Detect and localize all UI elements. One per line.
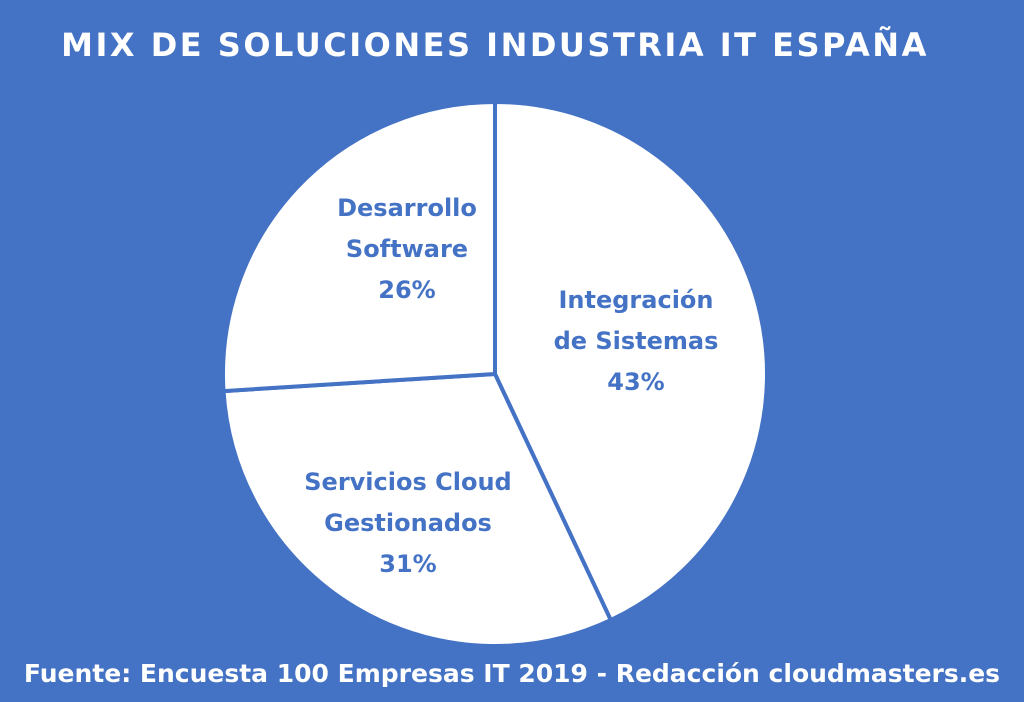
pie-category-label-servicios-cloud-gestionados: Servicios Cloud	[304, 468, 511, 496]
pie-slices	[221, 99, 769, 648]
pie-slice-servicios-cloud-gestionados	[221, 371, 614, 648]
chart-title: MIX DE SOLUCIONES INDUSTRIA IT ESPAÑA	[61, 26, 929, 64]
source-footer: Fuente: Encuesta 100 Empresas IT 2019 - …	[23, 659, 1001, 688]
pie-value-label-integracion-de-sistemas: 43%	[607, 368, 664, 396]
pie-category-label-integracion-de-sistemas: Integración	[558, 286, 713, 314]
pie-category-label-servicios-cloud-gestionados: Gestionados	[324, 509, 492, 537]
pie-slice-desarrollo-software	[221, 99, 497, 394]
pie-category-label-desarrollo-software: Software	[346, 235, 468, 263]
pie-slice-integracion-de-sistemas	[493, 99, 769, 623]
pie-value-label-desarrollo-software: 26%	[378, 276, 435, 304]
pie-category-label-desarrollo-software: Desarrollo	[337, 194, 477, 222]
pie-value-label-servicios-cloud-gestionados: 31%	[379, 550, 436, 578]
pie-category-label-integracion-de-sistemas: de Sistemas	[554, 327, 719, 355]
pie-labels: Integración de Sistemas 43% Servicios Cloud…	[304, 194, 718, 578]
